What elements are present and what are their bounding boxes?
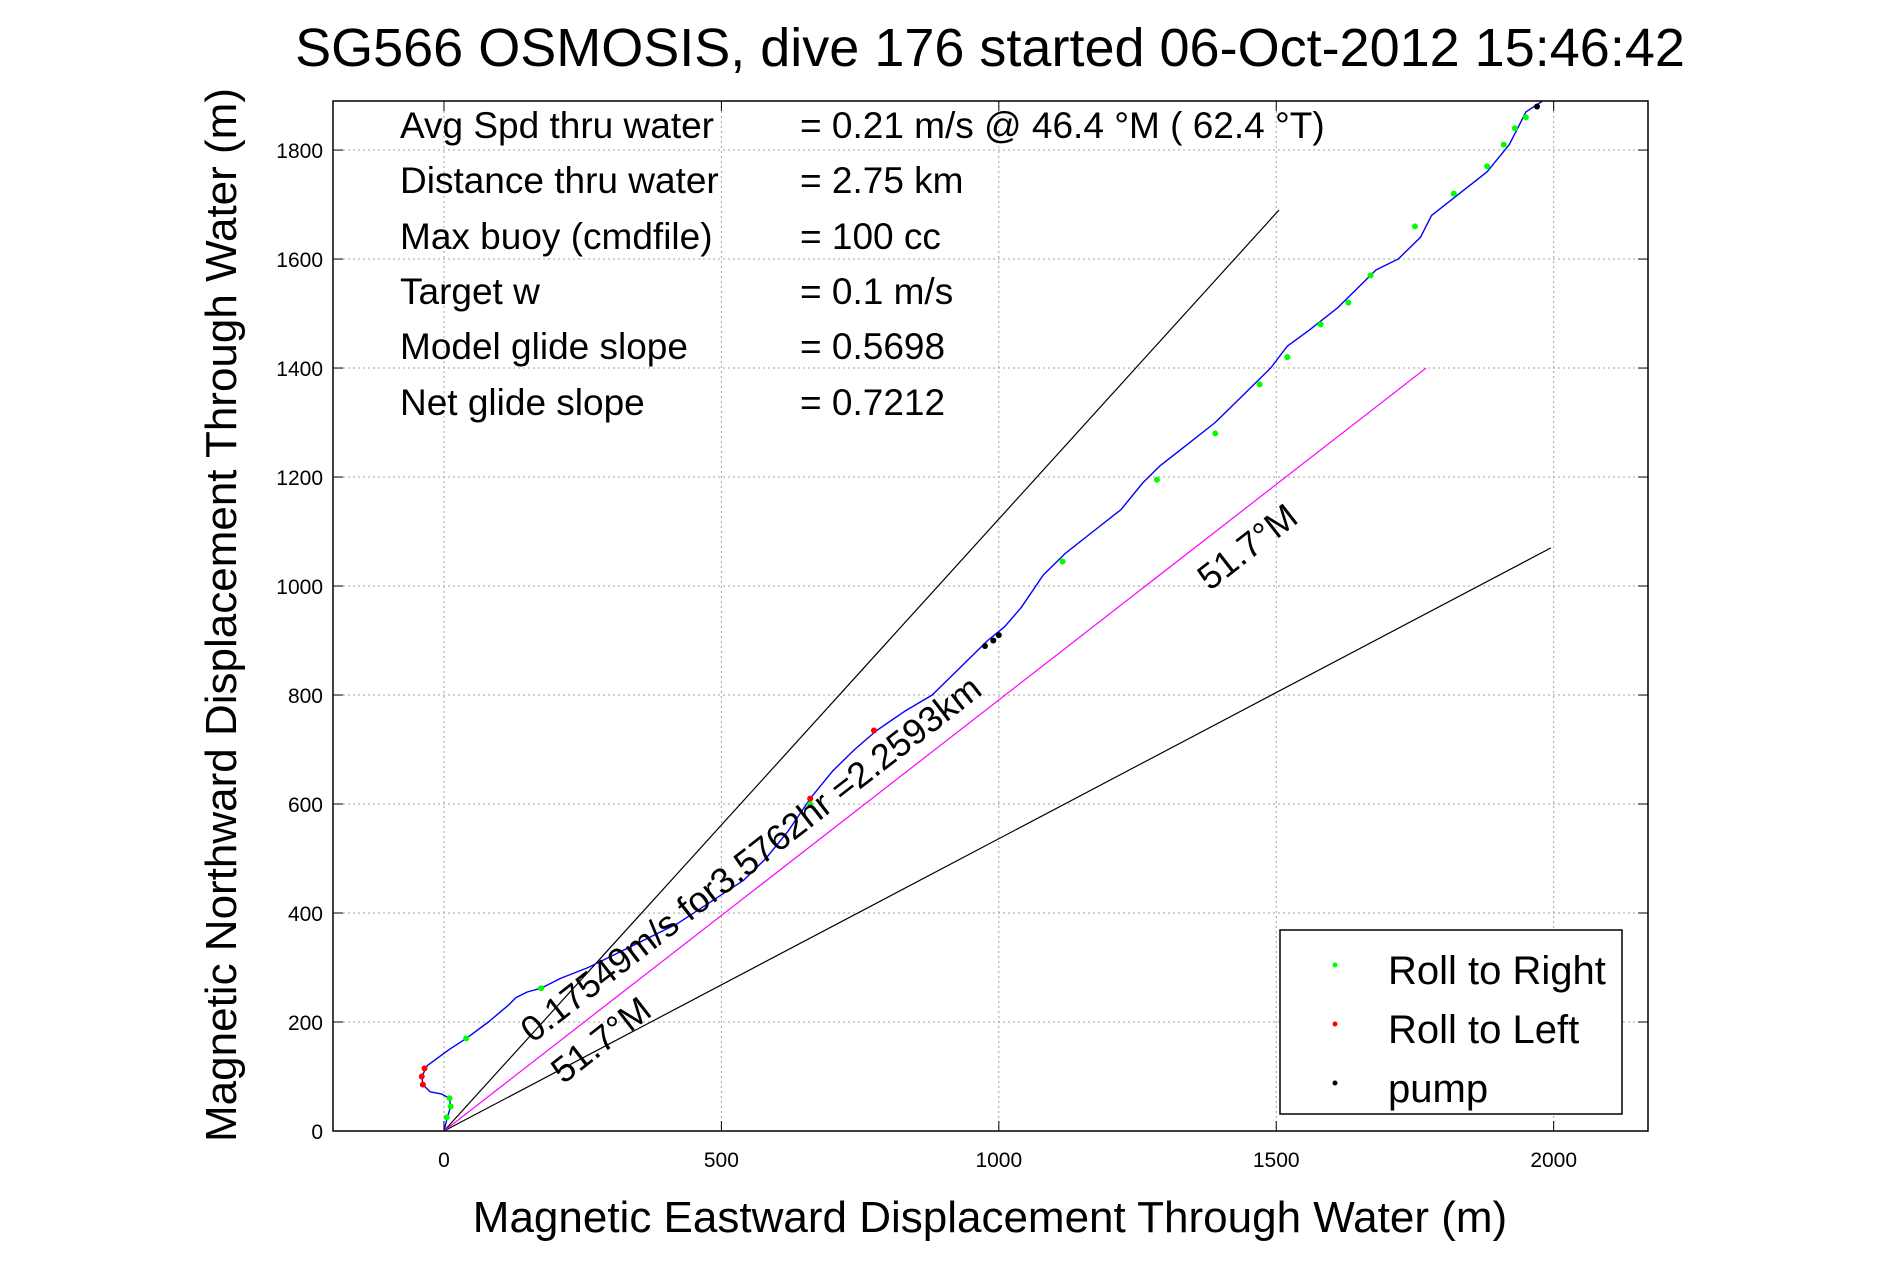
- roll-left-point: [870, 727, 877, 734]
- roll-right-point: [807, 801, 814, 808]
- stat-value: = 0.1 m/s: [800, 271, 953, 312]
- roll-right-point: [447, 1103, 454, 1110]
- roll-right-point: [1256, 381, 1263, 388]
- roll-right-point: [1522, 114, 1529, 121]
- roll-right-point: [1345, 299, 1352, 306]
- roll-right-point: [1367, 272, 1374, 279]
- pump-point: [981, 642, 988, 649]
- roll-right-point: [538, 985, 545, 992]
- stat-label: Avg Spd thru water: [400, 105, 714, 146]
- y-tick-label: 0: [311, 1121, 323, 1144]
- roll-left-point: [807, 795, 814, 802]
- x-tick-label: 500: [704, 1149, 739, 1172]
- track-line: [421, 100, 1543, 1132]
- stat-label: Model glide slope: [400, 326, 688, 367]
- roll-right-point: [1317, 321, 1324, 328]
- y-tick-label: 1800: [276, 140, 323, 163]
- legend-label-roll-left: Roll to Left: [1388, 1008, 1579, 1052]
- stat-label: Net glide slope: [400, 382, 645, 423]
- legend: Roll to Right Roll to Left pump: [1279, 929, 1623, 1115]
- y-tick-label: 1400: [276, 358, 323, 381]
- roll-right-point: [1411, 223, 1418, 230]
- roll-right-point: [1511, 125, 1518, 132]
- roll-right-point: [1284, 354, 1291, 361]
- roll-right-point: [1484, 163, 1491, 170]
- y-tick-label: 400: [288, 903, 323, 926]
- roll-right-point: [463, 1035, 470, 1042]
- stat-label: Distance thru water: [400, 160, 719, 201]
- stat-label: Target w: [400, 271, 540, 312]
- roll-right-point: [1450, 190, 1457, 197]
- y-tick-label: 600: [288, 794, 323, 817]
- roll-left-point: [421, 1065, 428, 1072]
- plot-frame: [332, 100, 1649, 1132]
- x-tick-label: 0: [438, 1149, 450, 1172]
- reference-line: [443, 547, 1552, 1132]
- y-tick-label: 1200: [276, 467, 323, 490]
- axis-ticks: 0 500 1000 1500 2000 0 200 400 600 800 1000 1200 140…: [276, 101, 1648, 1172]
- stat-value: = 0.5698: [800, 326, 945, 367]
- chart-title: SG566 OSMOSIS, dive 176 started 06-Oct-2…: [295, 18, 1685, 78]
- y-tick-label: 200: [288, 1012, 323, 1035]
- pump-point: [990, 637, 997, 644]
- y-tick-label: 800: [288, 685, 323, 708]
- stat-value: = 100 cc: [800, 216, 941, 257]
- roll-right-point: [1212, 430, 1219, 437]
- x-tick-label: 1500: [1253, 1149, 1300, 1172]
- stats-block: Avg Spd thru water = 0.21 m/s @ 46.4 °M …: [400, 105, 1325, 423]
- x-axis-label: Magnetic Eastward Displacement Through W…: [473, 1193, 1507, 1242]
- legend-label-roll-right: Roll to Right: [1388, 949, 1606, 993]
- roll-right-point: [443, 1114, 450, 1121]
- reference-lines: [443, 209, 1552, 1132]
- stat-value: = 0.7212: [800, 382, 945, 423]
- x-tick-label: 2000: [1530, 1149, 1577, 1172]
- legend-marker-roll-left: [1332, 1021, 1338, 1027]
- y-tick-label: 1000: [276, 576, 323, 599]
- pump-point: [1534, 103, 1541, 110]
- reference-line: [443, 209, 1280, 1132]
- roll-left-point: [419, 1081, 426, 1088]
- stat-label: Max buoy (cmdfile): [400, 216, 713, 257]
- y-axis-label: Magnetic Northward Displacement Through …: [197, 88, 246, 1142]
- roll-markers: [418, 103, 1541, 1121]
- pump-point: [995, 632, 1002, 639]
- legend-marker-pump: [1332, 1080, 1338, 1086]
- stat-value: = 0.21 m/s @ 46.4 °M ( 62.4 °T): [800, 105, 1325, 146]
- track-series: [421, 100, 1543, 1132]
- y-tick-label: 1600: [276, 249, 323, 272]
- roll-right-point: [446, 1095, 453, 1102]
- reference-line: [443, 367, 1427, 1132]
- roll-right-point: [1500, 141, 1507, 148]
- x-tick-label: 1000: [975, 1149, 1022, 1172]
- stat-value: = 2.75 km: [800, 160, 964, 201]
- legend-marker-roll-right: [1332, 962, 1338, 968]
- roll-left-point: [418, 1073, 425, 1080]
- roll-right-point: [1153, 476, 1160, 483]
- roll-right-point: [1059, 558, 1066, 565]
- legend-label-pump: pump: [1388, 1067, 1488, 1111]
